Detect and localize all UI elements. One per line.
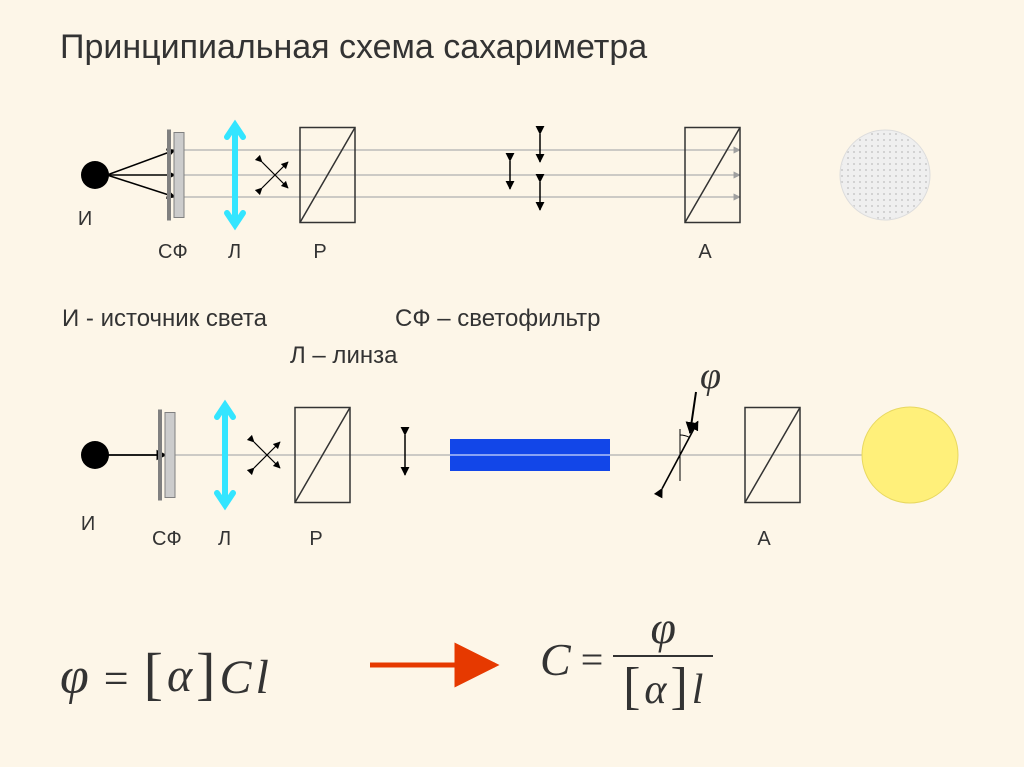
svg-text:Р: Р <box>309 528 322 550</box>
alpha-denominator: α <box>644 667 666 713</box>
l-denominator: l <box>692 667 704 713</box>
right-bracket: ] <box>670 658 687 715</box>
svg-text:Л: Л <box>218 528 231 550</box>
svg-text:СФ: СФ <box>158 241 188 263</box>
left-bracket: [ <box>623 658 640 715</box>
left-bracket: [ <box>144 641 163 706</box>
formula-phi: φ = [ α ] C l <box>60 640 269 707</box>
svg-text:φ: φ <box>700 355 721 397</box>
c-symbol: C <box>219 651 251 704</box>
svg-text:Р: Р <box>313 241 326 263</box>
svg-text:И: И <box>81 513 95 535</box>
formula-c: C = φ [ α ] l <box>540 605 713 713</box>
equals-sign: = <box>93 654 140 703</box>
legend-filter: СФ – светофильтр <box>395 305 601 333</box>
phi-symbol: φ <box>60 648 89 705</box>
fraction-bar <box>613 655 713 657</box>
svg-text:А: А <box>757 528 771 550</box>
l-symbol: l <box>255 651 268 704</box>
svg-text:Л: Л <box>228 241 241 263</box>
legend-source: И - источник света <box>62 305 267 333</box>
svg-text:А: А <box>698 241 712 263</box>
page-title: Принципиальная схема сахариметра <box>60 28 647 67</box>
right-bracket: ] <box>196 641 215 706</box>
c-symbol: C <box>540 633 571 686</box>
equals-sign: = <box>571 636 614 683</box>
svg-text:И: И <box>78 208 92 230</box>
svg-text:СФ: СФ <box>152 528 182 550</box>
alpha-symbol: α <box>167 649 192 702</box>
phi-numerator: φ <box>651 605 676 651</box>
legend-lens: Л – линза <box>290 342 397 370</box>
